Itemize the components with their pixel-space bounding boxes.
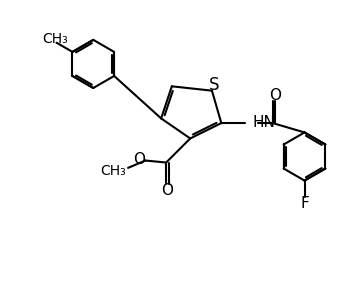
Text: O: O: [161, 183, 174, 198]
Text: S: S: [209, 76, 220, 94]
Text: O: O: [269, 88, 281, 103]
Text: O: O: [133, 152, 146, 167]
Text: CH₃: CH₃: [42, 32, 68, 46]
Text: F: F: [300, 196, 309, 211]
Text: CH₃: CH₃: [101, 163, 126, 178]
Text: HN: HN: [253, 115, 276, 130]
